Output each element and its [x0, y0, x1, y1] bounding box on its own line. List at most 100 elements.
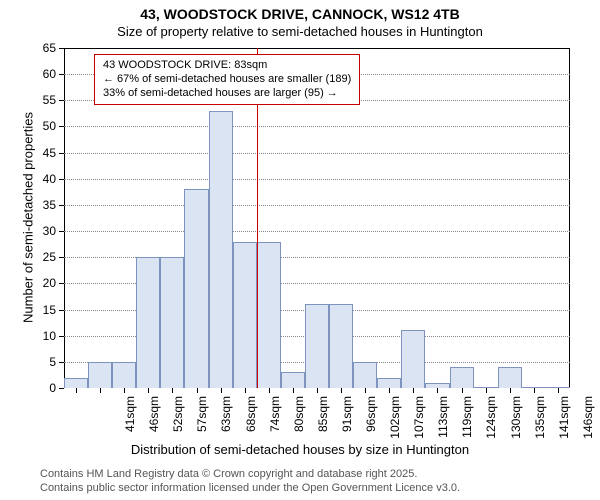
xtick-mark [437, 388, 438, 393]
xtick-label: 96sqm [364, 396, 378, 446]
xtick-mark [317, 388, 318, 393]
ytick-mark [59, 231, 64, 232]
gridline [64, 205, 570, 206]
xtick-label: 74sqm [268, 396, 282, 446]
ytick-label: 45 [0, 146, 56, 160]
xtick-label: 46sqm [147, 396, 161, 446]
histogram-bar [184, 189, 208, 388]
gridline [64, 126, 570, 127]
axis-top [64, 48, 570, 49]
xtick-label: 85sqm [316, 396, 330, 446]
xtick-mark [462, 388, 463, 393]
footer-line2: Contains public sector information licen… [40, 482, 460, 494]
xtick-mark [365, 388, 366, 393]
gridline [64, 231, 570, 232]
ytick-label: 10 [0, 329, 56, 343]
histogram-bar [377, 378, 401, 388]
legend-line1: 43 WOODSTOCK DRIVE: 83sqm [103, 59, 351, 73]
histogram-bar [209, 111, 233, 388]
xtick-label: 107sqm [412, 396, 426, 446]
xtick-label: 80sqm [292, 396, 306, 446]
xtick-mark [76, 388, 77, 393]
xtick-mark [534, 388, 535, 393]
xtick-label: 41sqm [123, 396, 137, 446]
ytick-label: 35 [0, 198, 56, 212]
xtick-mark [486, 388, 487, 393]
xtick-mark [100, 388, 101, 393]
legend-box: 43 WOODSTOCK DRIVE: 83sqm ← 67% of semi-… [94, 54, 360, 105]
ytick-mark [59, 100, 64, 101]
ytick-mark [59, 257, 64, 258]
xtick-label: 102sqm [388, 396, 402, 446]
ytick-label: 20 [0, 276, 56, 290]
ytick-label: 15 [0, 303, 56, 317]
xtick-label: 135sqm [533, 396, 547, 446]
x-axis-label: Distribution of semi-detached houses by … [0, 442, 600, 457]
histogram-bar [305, 304, 329, 388]
histogram-bar [136, 257, 160, 388]
histogram-bar [233, 242, 257, 388]
xtick-label: 68sqm [244, 396, 258, 446]
xtick-label: 130sqm [509, 396, 523, 446]
xtick-label: 91sqm [340, 396, 354, 446]
ytick-label: 5 [0, 355, 56, 369]
xtick-label: 124sqm [484, 396, 498, 446]
xtick-label: 52sqm [171, 396, 185, 446]
xtick-mark [341, 388, 342, 393]
ytick-label: 25 [0, 250, 56, 264]
axis-right [569, 48, 570, 388]
xtick-label: 119sqm [460, 396, 474, 446]
histogram-bar [401, 330, 425, 388]
xtick-mark [510, 388, 511, 393]
xtick-mark [148, 388, 149, 393]
xtick-mark [293, 388, 294, 393]
ytick-label: 65 [0, 41, 56, 55]
ytick-mark [59, 388, 64, 389]
ytick-mark [59, 310, 64, 311]
histogram-bar [281, 372, 305, 388]
xtick-label: 146sqm [581, 396, 595, 446]
xtick-label: 63sqm [219, 396, 233, 446]
legend-line2: ← 67% of semi-detached houses are smalle… [103, 73, 351, 87]
ytick-mark [59, 126, 64, 127]
chart-container: 43, WOODSTOCK DRIVE, CANNOCK, WS12 4TB S… [0, 0, 600, 500]
histogram-bar [88, 362, 112, 388]
histogram-bar [64, 378, 88, 388]
xtick-mark [172, 388, 173, 393]
xtick-mark [389, 388, 390, 393]
ytick-label: 60 [0, 67, 56, 81]
ytick-mark [59, 153, 64, 154]
xtick-mark [558, 388, 559, 393]
ytick-label: 40 [0, 172, 56, 186]
histogram-bar [160, 257, 184, 388]
histogram-bar [329, 304, 353, 388]
xtick-mark [245, 388, 246, 393]
chart-title-line2: Size of property relative to semi-detach… [0, 24, 600, 39]
footer-line1: Contains HM Land Registry data © Crown c… [40, 468, 417, 480]
axis-left [64, 48, 65, 388]
ytick-mark [59, 179, 64, 180]
ytick-label: 0 [0, 381, 56, 395]
xtick-mark [269, 388, 270, 393]
ytick-label: 50 [0, 119, 56, 133]
histogram-bar [498, 367, 522, 388]
ytick-mark [59, 362, 64, 363]
plot-area: 43 WOODSTOCK DRIVE: 83sqm ← 67% of semi-… [64, 48, 570, 388]
histogram-bar [112, 362, 136, 388]
histogram-bar [450, 367, 474, 388]
gridline [64, 179, 570, 180]
xtick-mark [197, 388, 198, 393]
ytick-mark [59, 336, 64, 337]
xtick-mark [221, 388, 222, 393]
xtick-mark [413, 388, 414, 393]
ytick-mark [59, 283, 64, 284]
xtick-label: 57sqm [195, 396, 209, 446]
ytick-mark [59, 205, 64, 206]
histogram-bar [353, 362, 377, 388]
ytick-label: 55 [0, 93, 56, 107]
histogram-bar [257, 242, 281, 388]
ytick-mark [59, 74, 64, 75]
gridline [64, 153, 570, 154]
chart-title-line1: 43, WOODSTOCK DRIVE, CANNOCK, WS12 4TB [0, 6, 600, 22]
legend-line3: 33% of semi-detached houses are larger (… [103, 87, 351, 101]
